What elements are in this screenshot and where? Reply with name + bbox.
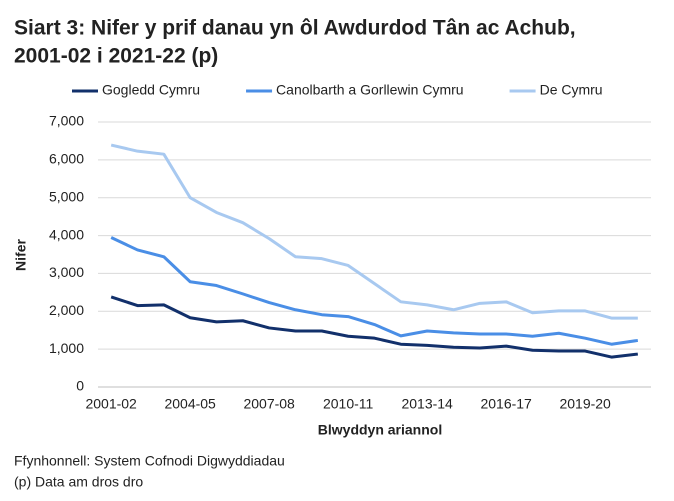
x-tick-label: 2001-02	[85, 396, 137, 412]
chart-title: Siart 3: Nifer y prif danau yn ôl Awdurd…	[14, 17, 576, 40]
x-tick-label: 2019-20	[559, 396, 611, 412]
x-tick-label: 2016-17	[480, 396, 532, 412]
note: (p) Data am dros dro	[14, 474, 143, 490]
y-tick-label: 0	[76, 378, 84, 394]
y-tick-label: 3,000	[49, 264, 84, 280]
legend-label: De Cymru	[540, 82, 603, 98]
y-tick-label: 2,000	[49, 302, 84, 318]
legend-label: Canolbarth a Gorllewin Cymru	[276, 82, 464, 98]
x-tick-label: 2004-05	[164, 396, 216, 412]
x-tick-label: 2010-11	[323, 396, 374, 412]
y-axis-label: Nifer	[13, 239, 29, 271]
x-axis-label: Blwyddyn ariannol	[318, 422, 442, 438]
y-tick-label: 7,000	[49, 113, 84, 129]
chart-title: 2001-02 i 2021-22 (p)	[14, 45, 218, 68]
y-tick-label: 5,000	[49, 188, 84, 204]
x-tick-label: 2007-08	[243, 396, 295, 412]
source: Ffynhonnell: System Cofnodi Digwyddiadau	[14, 453, 285, 469]
y-tick-label: 4,000	[49, 226, 84, 242]
x-tick-label: 2013-14	[401, 396, 453, 412]
line-series	[110, 236, 639, 346]
line-series	[110, 143, 638, 320]
y-tick-label: 6,000	[49, 151, 84, 167]
legend-label: Gogledd Cymru	[102, 82, 200, 98]
y-tick-label: 1,000	[49, 340, 84, 356]
line-series	[110, 295, 639, 359]
